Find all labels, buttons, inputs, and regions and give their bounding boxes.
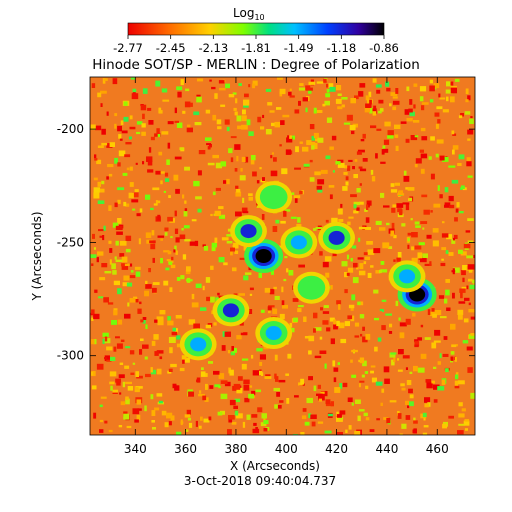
x-tick-label: 440 [375, 442, 398, 456]
x-tick-label: 380 [224, 442, 247, 456]
y-tick-label: -300 [57, 349, 84, 363]
colorbar-tick-label: -1.81 [241, 41, 271, 55]
x-tick-label: 400 [275, 442, 298, 456]
polarization-patch [318, 221, 356, 254]
plot-image [90, 77, 475, 435]
timestamp: 3-Oct-2018 09:40:04.737 [184, 474, 336, 488]
colorbar-tick-label: -1.18 [326, 41, 356, 55]
polarization-patch [179, 328, 217, 361]
polarization-patch [255, 317, 293, 350]
colorbar-tick-label: -2.77 [113, 41, 143, 55]
polarization-patch [212, 294, 250, 327]
y-axis-label: Y (Arcseconds) [30, 211, 44, 301]
colorbar-tick-label: -2.45 [156, 41, 186, 55]
polarization-patch [388, 260, 426, 293]
polarization-patch [255, 181, 293, 214]
chart-title: Hinode SOT/SP - MERLIN : Degree of Polar… [92, 57, 420, 73]
y-tick-label: -200 [57, 122, 84, 136]
colorbar-tick-label: -1.49 [284, 41, 314, 55]
polarization-patch [280, 226, 318, 259]
x-axis: 340 360 380 400 420 440 460 [124, 77, 449, 456]
plot-frame [89, 76, 476, 436]
y-axis: -200 -250 -300 [57, 122, 475, 363]
x-tick-label: 420 [325, 442, 348, 456]
colorbar-ticks: -2.77 -2.45 -2.13 -1.81 -1.49 -1.18 -0.86 [113, 35, 399, 55]
x-tick-label: 460 [426, 442, 449, 456]
polarization-patch [293, 271, 330, 304]
x-tick-label: 360 [174, 442, 197, 456]
x-axis-label: X (Arcseconds) [230, 459, 320, 473]
colorbar-tick-label: -2.13 [198, 41, 228, 55]
polarization-patch [230, 215, 267, 248]
sunspot-feature [244, 239, 284, 273]
colorbar-tick-label: -0.86 [369, 41, 399, 55]
x-tick-label: 340 [124, 442, 147, 456]
colorbar-label: Log10 [233, 6, 265, 22]
colorbar [127, 22, 385, 36]
y-tick-label: -250 [57, 235, 84, 249]
